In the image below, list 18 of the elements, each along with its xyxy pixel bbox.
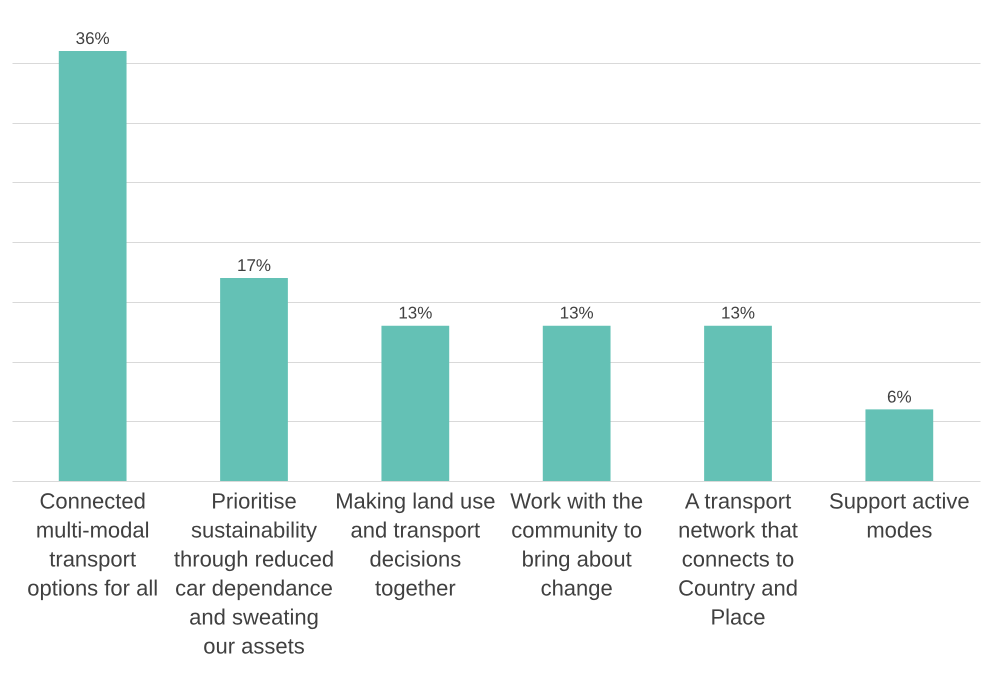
bar bbox=[704, 326, 772, 481]
data-label: 17% bbox=[236, 256, 272, 275]
x-tick-label: A transport network that connects to Country and Place bbox=[678, 488, 798, 630]
data-label: 13% bbox=[398, 304, 432, 323]
data-label: 13% bbox=[560, 304, 594, 323]
x-tick-label: Work with the community to bring about change bbox=[510, 488, 644, 600]
bar bbox=[58, 51, 127, 481]
x-tick-label: Making land use and transport decisions together bbox=[335, 488, 496, 600]
x-tick-label: Connected multi-modal transport options for all bbox=[27, 488, 158, 600]
data-label: 6% bbox=[887, 387, 912, 406]
bar bbox=[542, 326, 611, 481]
bar bbox=[381, 326, 450, 481]
x-tick-label: Prioritise sustainability through reduced car dependance and sweating our assets bbox=[174, 488, 334, 658]
data-label: 36% bbox=[76, 29, 110, 48]
data-label: 13% bbox=[720, 304, 756, 323]
x-tick-label: Support active modes bbox=[829, 488, 970, 542]
bar bbox=[865, 409, 934, 481]
bar bbox=[220, 278, 288, 481]
